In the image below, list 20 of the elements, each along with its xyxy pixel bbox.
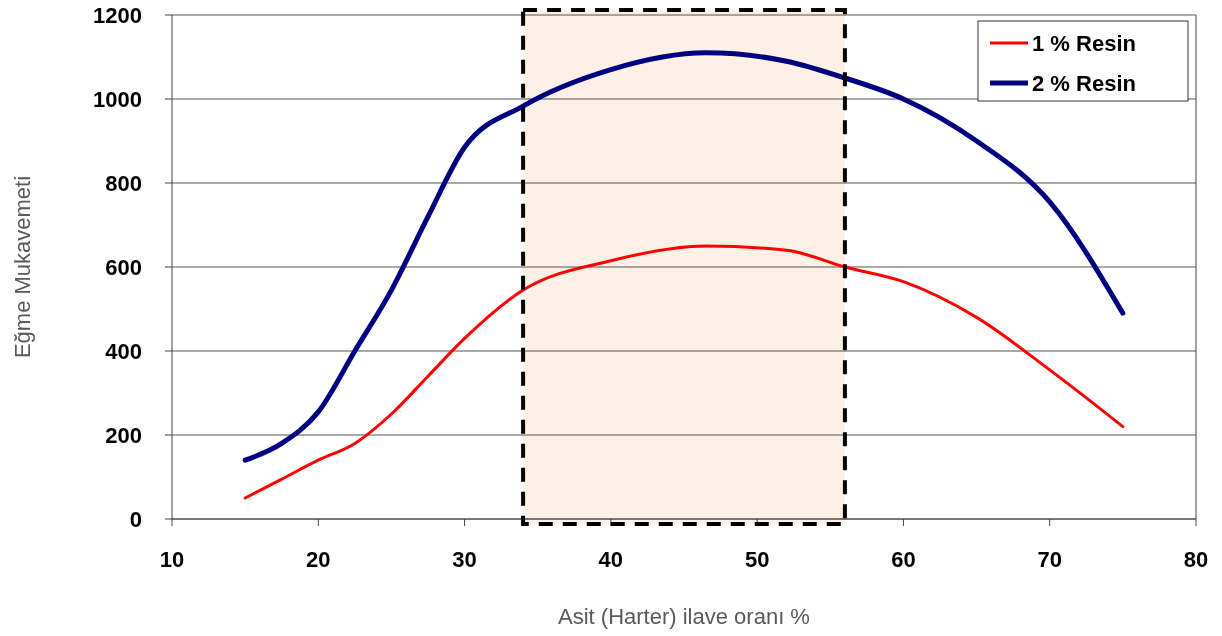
x-tick-label: 80 xyxy=(1183,547,1209,572)
y-axis-title: Eğme Mukavemeti xyxy=(10,175,35,359)
y-tick-label: 1000 xyxy=(93,86,142,112)
y-tick-label: 800 xyxy=(105,170,142,196)
x-tick-label: 40 xyxy=(598,547,624,572)
x-tick-label: 50 xyxy=(744,547,770,572)
y-tick-label: 0 xyxy=(129,506,142,532)
x-tick-label: 70 xyxy=(1037,547,1062,572)
x-tick-label: 30 xyxy=(452,547,477,572)
y-tick-label: 600 xyxy=(105,254,142,280)
y-tick-label: 400 xyxy=(105,338,142,364)
line-series xyxy=(243,244,1125,500)
x-tick-label: 10 xyxy=(159,547,185,572)
y-tick-label: 200 xyxy=(105,422,142,448)
legend-label: 1 % Resin xyxy=(1032,30,1136,56)
x-axis-title: Asit (Harter) ilave oranı % xyxy=(558,604,810,629)
x-tick-label: 20 xyxy=(306,547,331,572)
x-tick-label: 60 xyxy=(891,547,916,572)
legend-label: 2 % Resin xyxy=(1032,70,1136,96)
y-tick-label: 1200 xyxy=(93,2,142,28)
